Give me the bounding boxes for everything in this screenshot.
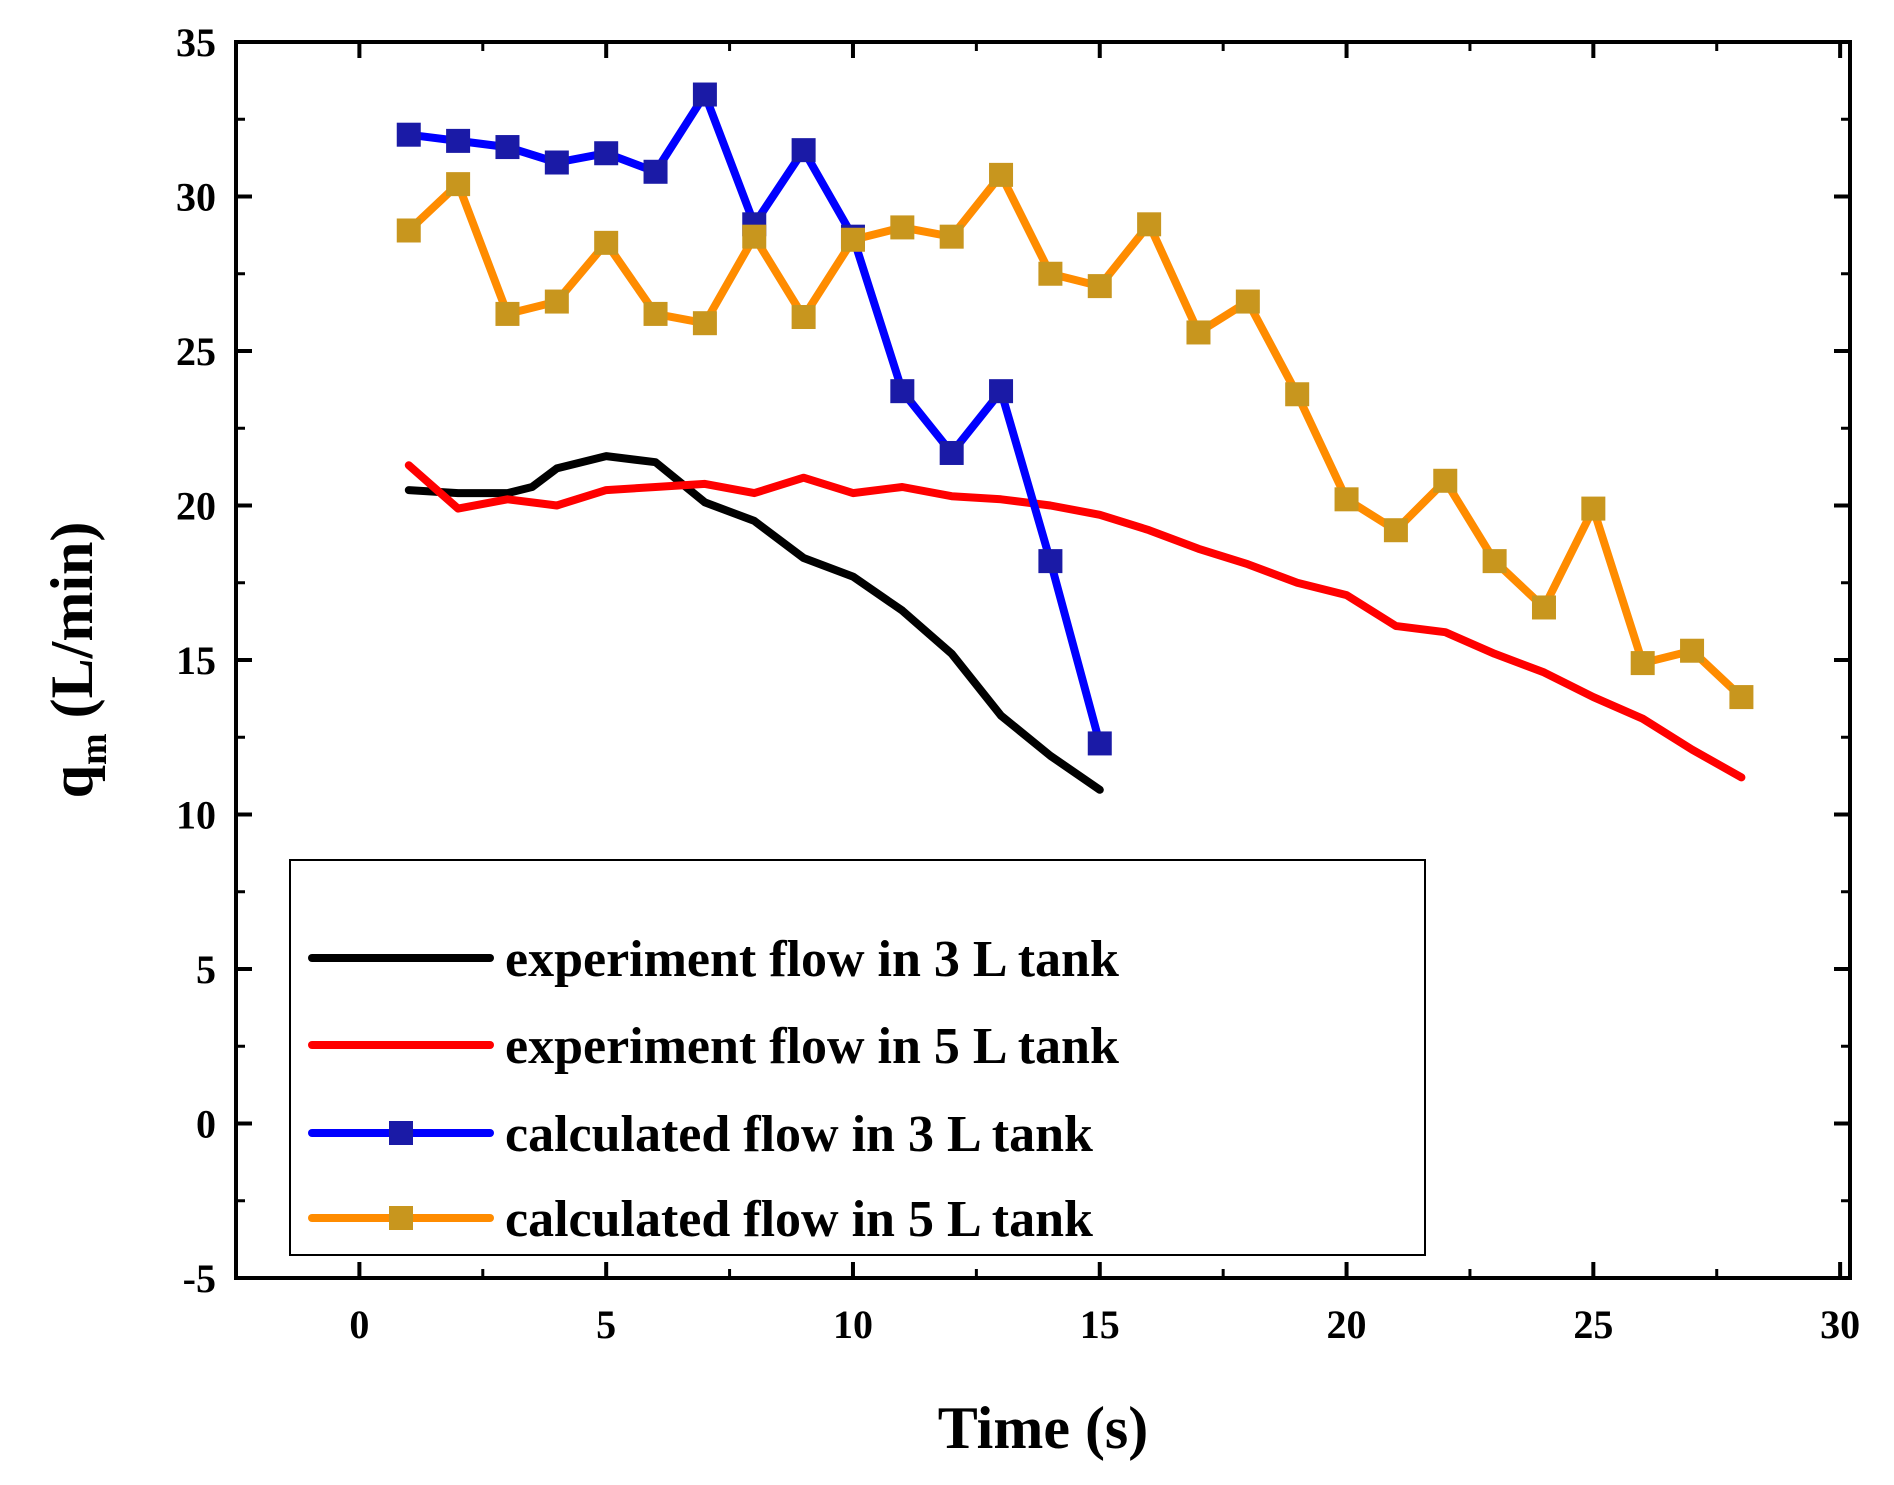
data-point xyxy=(890,379,915,404)
data-point xyxy=(544,150,569,175)
data-point xyxy=(1433,468,1458,493)
legend-box xyxy=(289,859,1426,1256)
data-point xyxy=(396,122,421,147)
legend-label: calculated flow in 5 L tank xyxy=(505,1191,1093,1248)
data-point xyxy=(446,128,471,153)
data-point xyxy=(1531,595,1556,620)
x-tick-label: 0 xyxy=(349,1302,369,1347)
legend-label: calculated flow in 3 L tank xyxy=(505,1106,1093,1163)
data-point xyxy=(1482,549,1507,574)
y-tick-label: 15 xyxy=(176,638,216,683)
data-point xyxy=(1630,651,1655,676)
data-point xyxy=(939,440,964,465)
data-point xyxy=(1038,261,1063,286)
data-point xyxy=(594,230,619,255)
x-tick-label: 30 xyxy=(1820,1302,1860,1347)
data-point xyxy=(1581,496,1606,521)
data-point xyxy=(495,135,520,160)
data-point xyxy=(1087,731,1112,756)
y-tick-label: 35 xyxy=(176,20,216,65)
data-point xyxy=(643,301,668,326)
data-point xyxy=(1680,638,1705,663)
y-axis-title-subscript: m xyxy=(73,733,115,765)
x-axis-title: Time (s) xyxy=(938,1395,1149,1461)
y-tick-label: 10 xyxy=(176,793,216,838)
x-tick-label: 25 xyxy=(1573,1302,1613,1347)
data-point xyxy=(544,289,569,314)
x-tick-label: 15 xyxy=(1080,1302,1120,1347)
data-point xyxy=(939,224,964,249)
y-tick-label: 0 xyxy=(196,1102,216,1147)
data-point xyxy=(495,301,520,326)
data-point xyxy=(791,305,816,330)
y-tick-label: 30 xyxy=(176,175,216,220)
data-point xyxy=(1383,518,1408,543)
data-point xyxy=(1235,289,1260,314)
data-point xyxy=(692,311,717,336)
data-point xyxy=(1137,212,1162,237)
data-point xyxy=(791,138,816,163)
legend-swatch-marker xyxy=(389,1206,413,1230)
data-point xyxy=(1334,487,1359,512)
data-point xyxy=(1186,320,1211,345)
legend-label: experiment flow in 3 L tank xyxy=(505,931,1119,988)
y-tick-label: 20 xyxy=(176,484,216,529)
x-tick-label: 5 xyxy=(596,1302,616,1347)
data-point xyxy=(1285,382,1310,407)
data-point xyxy=(840,227,865,252)
data-point xyxy=(1087,274,1112,299)
legend-label: experiment flow in 5 L tank xyxy=(505,1018,1119,1075)
legend-swatch-marker xyxy=(389,1121,413,1145)
series-layer xyxy=(396,82,1754,794)
data-point xyxy=(396,218,421,243)
series-line-experiment-flow-in-3-l-tank xyxy=(404,452,1104,794)
y-tick-label: 5 xyxy=(196,947,216,992)
y-tick-label: -5 xyxy=(183,1256,216,1301)
y-axis-title-unit: (L/min) xyxy=(39,522,105,734)
legend: experiment flow in 3 L tank experiment fl… xyxy=(289,859,1426,1256)
data-point xyxy=(1729,685,1754,710)
x-tick-label: 20 xyxy=(1327,1302,1367,1347)
series-line-experiment-flow-in-5-l-tank xyxy=(404,461,1746,782)
x-tick-label: 10 xyxy=(833,1302,873,1347)
data-point xyxy=(643,159,668,184)
data-point xyxy=(890,215,915,240)
axis-ticks: 0 5 10 15 20 25 30 -5 0 5 10 15 20 25 30 35 xyxy=(176,20,1860,1347)
data-point xyxy=(692,82,717,107)
data-point xyxy=(989,162,1014,187)
data-point xyxy=(742,224,767,249)
series-line-calculated-flow-in-5-l-tank xyxy=(404,170,1746,702)
data-point xyxy=(594,141,619,166)
data-point xyxy=(446,172,471,197)
y-axis-title: qm (L/min) xyxy=(39,522,115,799)
y-axis-title-main: q xyxy=(39,765,105,798)
data-point xyxy=(1038,549,1063,574)
data-point xyxy=(989,379,1014,404)
y-tick-label: 25 xyxy=(176,329,216,374)
